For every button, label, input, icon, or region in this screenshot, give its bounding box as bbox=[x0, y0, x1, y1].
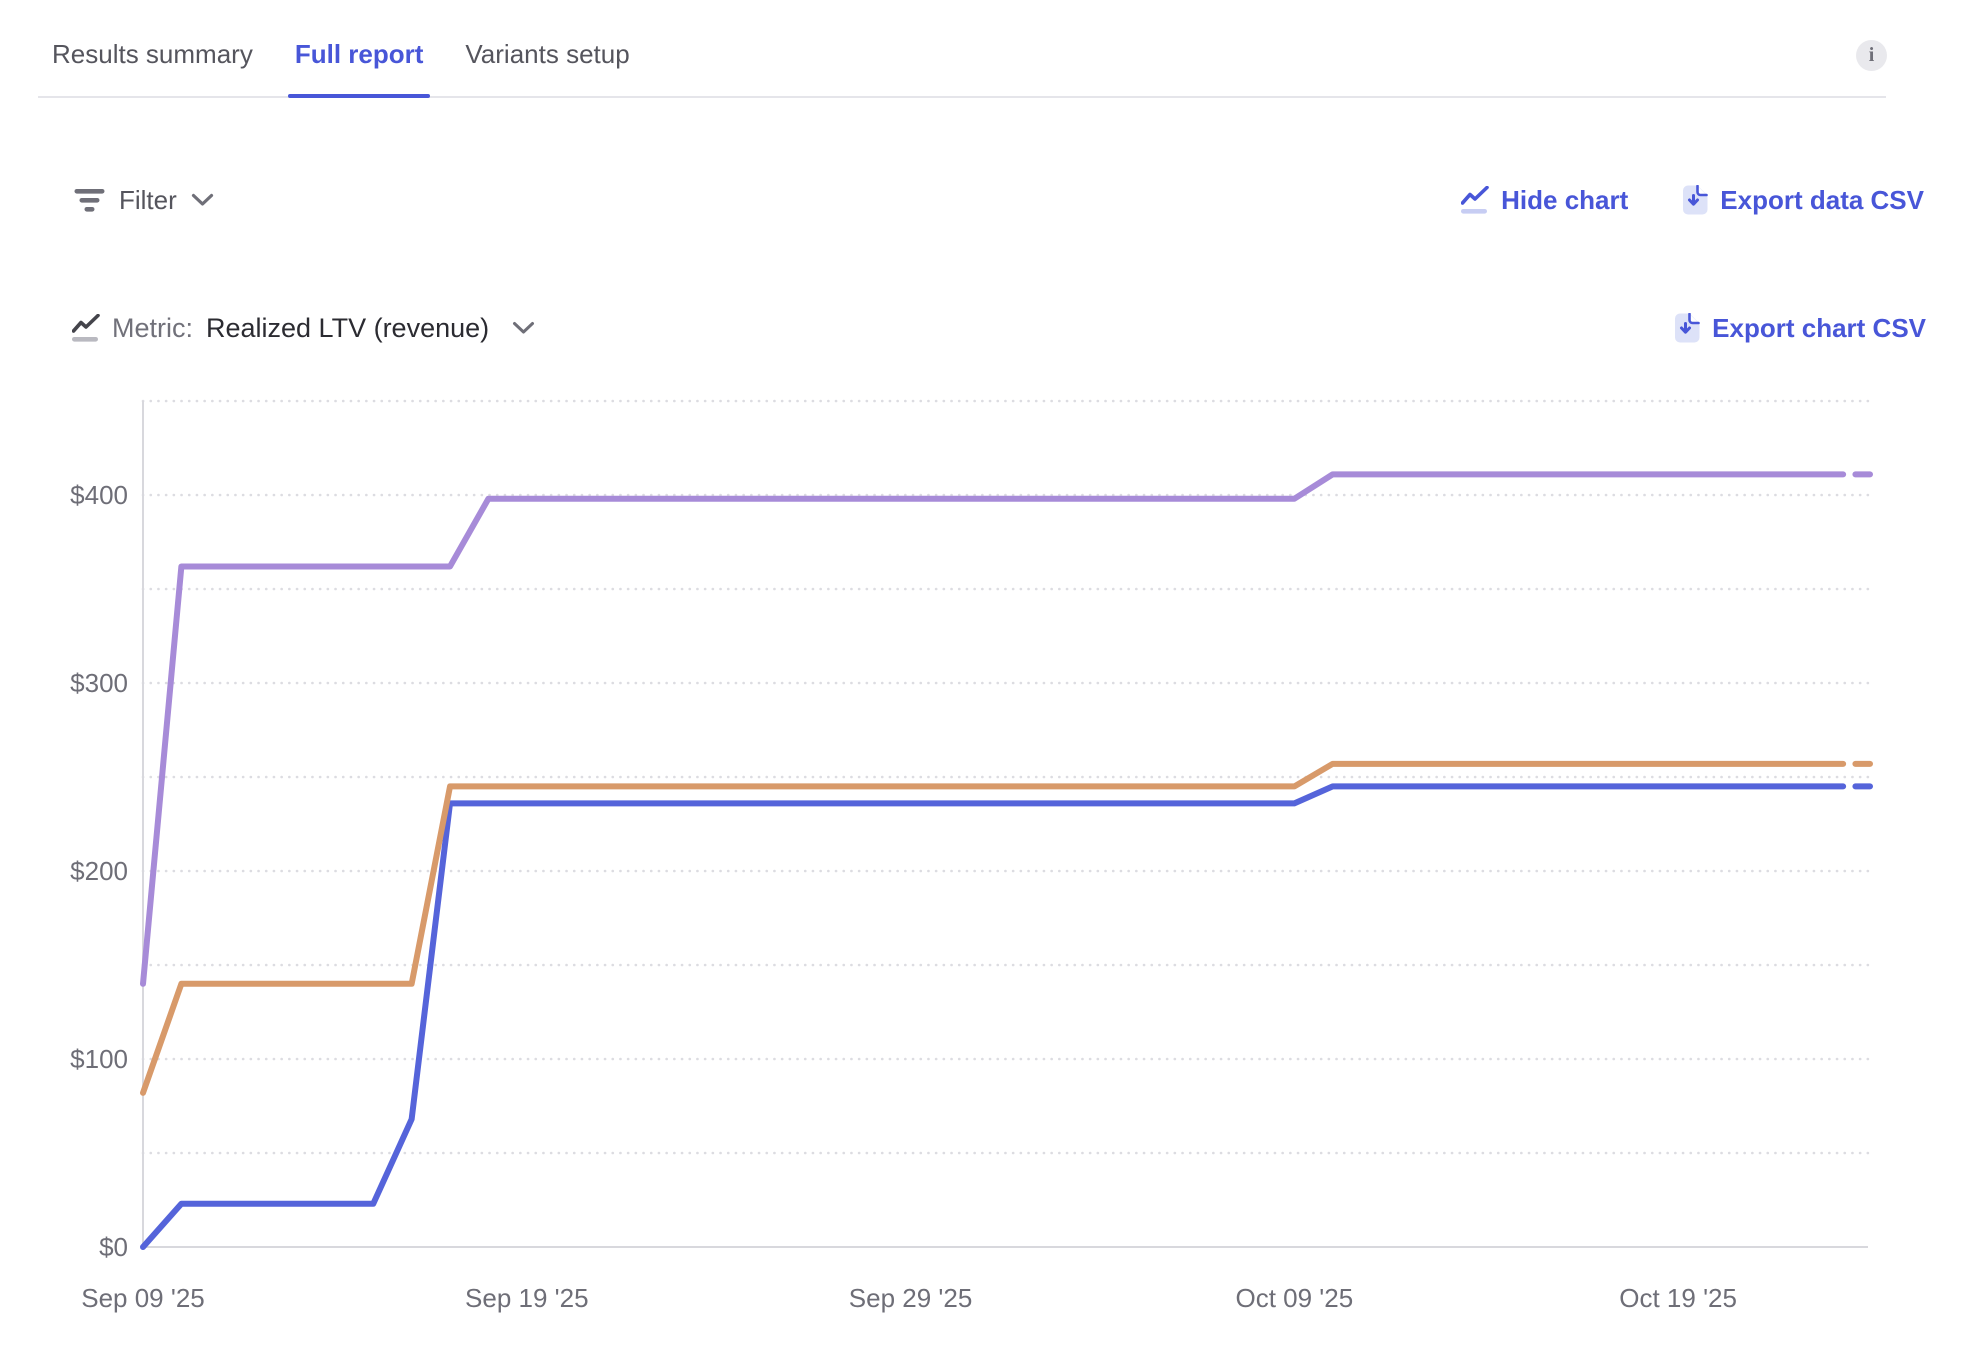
svg-text:$0: $0 bbox=[99, 1232, 128, 1262]
metric-label: Metric: bbox=[112, 312, 193, 343]
export-chart-csv-button[interactable]: Export chart CSV bbox=[1674, 313, 1926, 344]
svg-text:Oct 19 '25: Oct 19 '25 bbox=[1619, 1283, 1737, 1313]
tab-bar: Results summary Full report Variants set… bbox=[52, 38, 630, 98]
chevron-down-icon bbox=[191, 193, 213, 206]
series-blue[interactable] bbox=[140, 783, 1847, 1250]
metric-row: Metric: Realized LTV (revenue) Export ch… bbox=[72, 306, 1926, 350]
download-file-icon bbox=[1683, 185, 1709, 215]
svg-text:Sep 29 '25: Sep 29 '25 bbox=[849, 1283, 973, 1313]
svg-text:$100: $100 bbox=[70, 1044, 128, 1074]
tab-full-report[interactable]: Full report bbox=[287, 39, 430, 98]
svg-text:$300: $300 bbox=[70, 668, 128, 698]
metric-trend-icon bbox=[72, 314, 100, 342]
metric-selector[interactable]: Metric: Realized LTV (revenue) bbox=[72, 313, 535, 344]
chevron-down-icon bbox=[513, 322, 535, 334]
tab-bar-divider bbox=[38, 96, 1886, 98]
svg-text:Sep 19 '25: Sep 19 '25 bbox=[465, 1283, 589, 1313]
tab-variants-setup[interactable]: Variants setup bbox=[465, 39, 630, 69]
svg-text:$200: $200 bbox=[70, 856, 128, 886]
svg-text:Sep 09 '25: Sep 09 '25 bbox=[81, 1283, 205, 1313]
series-purple[interactable] bbox=[140, 471, 1847, 987]
info-button[interactable]: i bbox=[1856, 40, 1887, 71]
series-orange[interactable] bbox=[140, 760, 1847, 1096]
metric-value: Realized LTV (revenue) bbox=[206, 312, 490, 343]
toolbar-right: Hide chart Export data CSV bbox=[1461, 185, 1924, 216]
hide-chart-button[interactable]: Hide chart bbox=[1461, 185, 1628, 216]
export-chart-csv-label: Export chart CSV bbox=[1712, 312, 1926, 343]
svg-text:$400: $400 bbox=[70, 480, 128, 510]
info-icon: i bbox=[1868, 44, 1875, 66]
toolbar: Filter Hide chart Export da bbox=[74, 180, 1924, 220]
svg-text:Oct 09 '25: Oct 09 '25 bbox=[1235, 1283, 1353, 1313]
tab-results-summary[interactable]: Results summary bbox=[52, 39, 253, 69]
export-data-csv-button[interactable]: Export data CSV bbox=[1682, 185, 1924, 216]
hide-chart-label: Hide chart bbox=[1501, 184, 1629, 215]
filter-icon bbox=[74, 188, 105, 212]
export-data-csv-label: Export data CSV bbox=[1720, 184, 1924, 215]
filter-button[interactable]: Filter bbox=[74, 185, 214, 216]
filter-label: Filter bbox=[119, 184, 177, 215]
download-file-icon bbox=[1675, 313, 1700, 343]
trend-line-icon bbox=[1461, 186, 1489, 214]
